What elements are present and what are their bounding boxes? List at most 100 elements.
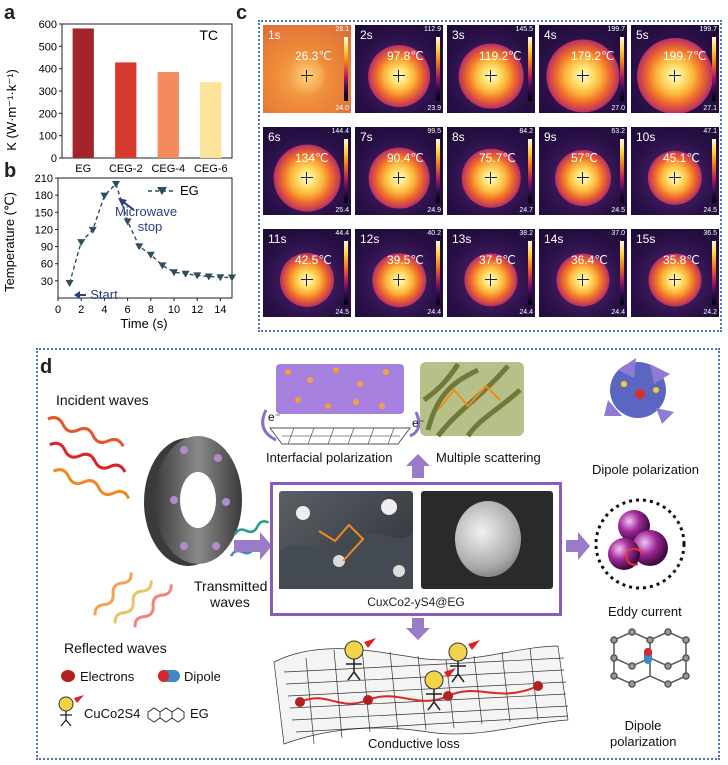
eddy-current-label: Eddy current [608,604,682,619]
thermal-time: 10s [636,130,656,144]
crosshair-icon [301,274,313,287]
thermal-smax: 37.0 [611,230,625,237]
thermal-image-8s: 8s 75.7℃ 84.2 24.7 [447,127,535,215]
thermal-smin: 24.4 [427,309,441,316]
thermal-tval: 75.7℃ [479,151,516,165]
series-line-eg [68,182,233,284]
color-scale-bar [712,241,716,305]
thermal-tval: 35.8℃ [663,253,700,267]
crosshair-icon [393,274,405,287]
chart-b-xtick-label: 0 [55,304,61,316]
mechanism-schematic: CuxCo2-yS4@EG Incident waves Reflected w… [36,348,720,760]
chart-b-xlabel: Time (s) [120,316,167,331]
chart-b-ytick-label: 180 [35,190,53,202]
crosshair-icon [577,70,589,83]
thermal-time: 4s [544,28,557,42]
legend-cuco2s4-label: CuCo2S4 [84,706,141,721]
graphene-sheet-image [273,645,569,745]
thermal-time: 13s [452,232,472,246]
data-point-eg [123,218,132,226]
thermal-smin: 24.4 [519,309,533,316]
thermal-time: 2s [360,28,373,42]
color-scale-bar [436,139,440,203]
panel-b-label: b [4,160,17,182]
thermal-smax: 40.2 [427,230,441,237]
chart-a-ytick-label: 400 [39,64,57,76]
bar-ceg-6 [200,82,222,158]
composite-label: CuxCo2-yS4@EG [367,595,465,609]
chart-a-ylabel: K (W·m⁻¹·k⁻¹) [4,69,19,151]
thermal-smax: 199.7 [607,26,625,33]
data-point-eg [204,273,213,281]
chart-b-xtick-label: 2 [78,304,84,316]
chart-b-ytick-label: 210 [35,173,53,185]
thermal-tval: 57℃ [571,151,598,165]
chart-b-xtick-label: 6 [125,304,131,316]
thermal-smax: 112.9 [424,26,441,33]
composite-sem-left [279,491,413,589]
data-point-eg [216,274,225,282]
thermal-image-9s: 9s 57℃ 63.2 24.5 [539,127,627,215]
eddy-current-image [594,498,686,590]
thermal-tval: 97.8℃ [387,49,424,63]
chart-a-xtick-label: CEG-2 [109,163,143,175]
thermal-time: 1s [268,28,281,42]
thermal-smin: 23.9 [427,105,441,112]
chart-b-ytick-label: 60 [41,259,53,271]
crosshair-icon [301,70,313,83]
thermal-image-2s: 2s 97.8℃ 112.9 23.9 [355,25,443,113]
incident-waves-icon [47,416,131,500]
chart-b-xtick-label: 10 [168,304,180,316]
legend-electron-icon [61,670,75,682]
thermal-image-15s: 15s 35.8℃ 36.5 24.2 [631,229,719,317]
thermal-time: 9s [544,130,557,144]
data-point-eg [146,251,155,259]
thermal-time: 3s [452,28,465,42]
thermal-time: 11s [268,232,287,246]
color-scale-bar [344,37,348,101]
color-scale-bar [712,37,716,101]
dipole-polarization-cluster-image [604,358,674,424]
chart-a-ytick-label: 100 [39,131,57,143]
thermal-smin: 24.9 [427,207,441,214]
chart-b-svg: Temperature (℃) Time (s) 306090120150180… [2,173,236,331]
thermal-time: 8s [452,130,465,144]
thermal-image-6s: 6s 134℃ 144.4 25.4 [263,127,351,215]
data-point-eg [228,274,236,282]
chart-b-ytick-label: 90 [41,242,53,254]
thermal-tval: 37.6℃ [479,253,516,267]
incident-waves-label: Incident waves [56,392,149,408]
chart-b-xtick-label: 4 [101,304,107,316]
thermal-image-11s: 11s 42.5℃ 44.4 24.5 [263,229,351,317]
thermal-smin: 24.5 [335,309,349,316]
crosshair-icon [669,274,681,287]
color-scale-bar [528,139,532,203]
color-scale-bar [620,37,624,101]
crosshair-icon [669,70,681,83]
electron-symbol-left: e⁻ [268,410,282,424]
panel-a-label: a [4,2,16,24]
thermal-tval: 179.2℃ [571,49,615,63]
thermal-time: 5s [636,28,649,42]
data-point-eg [65,279,74,287]
chart-b-xtick-label: 12 [191,304,203,316]
composite-box: CuxCo2-yS4@EG [270,482,562,616]
chart-a-xtick-label: EG [75,163,91,175]
cuco2s4-figures [344,638,480,711]
legend-marker-eg [157,187,167,195]
dipole-polarization-bottom-label: Dipole polarization [610,718,677,749]
crosshair-icon [485,70,497,83]
thermal-image-3s: 3s 119.2℃ 145.5 [447,25,535,113]
thermal-image-10s: 10s 45.1℃ 47.1 24.5 [631,127,719,215]
thermal-smin: 24.0 [335,105,349,112]
thermal-smax: 36.5 [703,230,717,237]
chart-a-ytick-label: 600 [39,19,57,31]
arrow-to-center [234,532,272,560]
thermal-time: 7s [360,130,373,144]
thermal-smin: 27.1 [703,105,717,112]
legend-eg-icon [147,707,185,723]
absorber-ring-icon [144,436,242,566]
thermal-smax: 99.5 [427,128,441,135]
data-point-eg [170,269,178,277]
arrow-down [406,618,430,640]
